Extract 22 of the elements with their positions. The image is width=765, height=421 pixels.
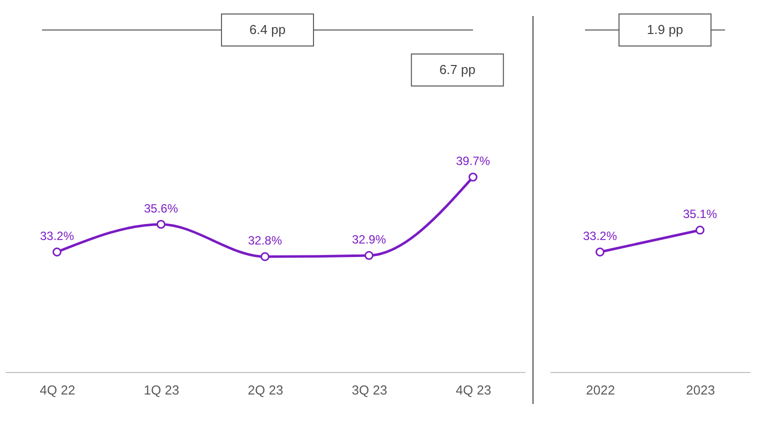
data-label: 39.7%: [456, 154, 490, 168]
text: 1.9 pp: [646, 22, 684, 37]
point: [364, 251, 374, 260]
point: [260, 252, 270, 262]
data-label: 33.2%: [40, 229, 74, 244]
x-tick-label: 2Q 23: [248, 382, 284, 398]
x-tick-label: 4Q 23: [456, 382, 492, 398]
text: 6.4 pp: [249, 22, 286, 37]
x-tick-label: 2022: [586, 382, 615, 398]
point: [52, 248, 62, 256]
x-tick-label: 4Q 22: [40, 382, 76, 398]
data-label: 32.9%: [352, 232, 386, 246]
point: [468, 172, 478, 182]
data-label: 33.2%: [582, 229, 618, 244]
data-label: 35.6%: [144, 201, 178, 216]
data-label: 32.8%: [248, 234, 282, 248]
text: 6.7 pp: [439, 62, 476, 77]
data-label: 35.1%: [682, 207, 718, 222]
x-tick-label: 1Q 23: [144, 382, 180, 398]
x-tick-label: 3Q 23: [352, 382, 388, 398]
x-tick-label: 2023: [686, 382, 715, 398]
point: [156, 220, 166, 229]
